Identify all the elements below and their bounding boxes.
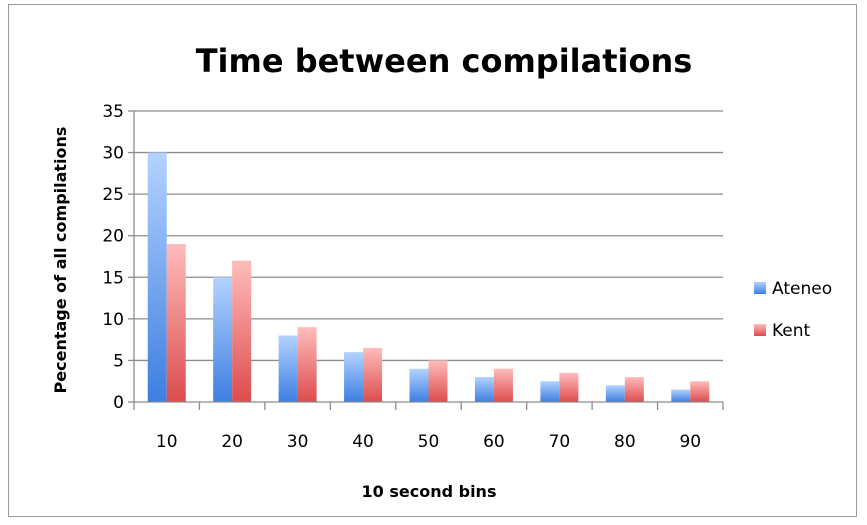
x-axis-title: 10 second bins: [362, 482, 497, 501]
y-tick-labels: 0 5 10 15 20 25 30 35: [102, 102, 124, 413]
y-tick-label: 20: [102, 227, 124, 247]
x-tick-label: 20: [221, 432, 243, 452]
y-tick-label: 10: [102, 310, 124, 330]
x-tick-labels: 10 20 30 40 50 60 70 80 90: [156, 432, 701, 452]
x-tick-label: 80: [614, 432, 636, 452]
bar-kent-30: [297, 327, 317, 402]
x-tick-label: 90: [679, 432, 701, 452]
legend: Ateneo Kent: [754, 279, 832, 341]
bar-kent-90: [690, 381, 710, 402]
legend-label-kent: Kent: [772, 321, 811, 341]
bars: [147, 152, 710, 402]
chart-title: Time between compilations: [196, 42, 693, 80]
y-tick-label: 15: [102, 268, 124, 288]
bar-kent-60: [493, 368, 513, 402]
bar-ateneo-60: [474, 377, 494, 402]
x-tick-label: 60: [483, 432, 505, 452]
axes: [128, 110, 724, 410]
bar-kent-80: [624, 377, 644, 402]
bar-ateneo-20: [213, 277, 233, 402]
bar-kent-40: [363, 347, 383, 402]
bar-ateneo-50: [409, 368, 429, 402]
legend-swatch-ateneo: [754, 282, 766, 294]
y-tick-label: 30: [102, 144, 124, 164]
y-axis-title: Pecentage of all compilations: [51, 127, 70, 394]
x-tick-label: 70: [549, 432, 571, 452]
bar-ateneo-70: [540, 381, 560, 402]
bar-kent-50: [428, 360, 448, 402]
legend-label-ateneo: Ateneo: [772, 279, 832, 299]
x-tick-label: 40: [352, 432, 374, 452]
legend-swatch-kent: [754, 324, 766, 336]
bar-kent-10: [166, 244, 186, 402]
bar-ateneo-30: [278, 335, 298, 402]
y-tick-label: 5: [113, 351, 124, 371]
x-tick-label: 10: [156, 432, 178, 452]
x-tick-label: 50: [418, 432, 440, 452]
bar-kent-20: [232, 260, 252, 402]
bar-ateneo-10: [147, 152, 167, 402]
y-tick-label: 25: [102, 185, 124, 205]
bar-ateneo-80: [605, 385, 625, 402]
bar-ateneo-40: [344, 352, 364, 402]
x-tick-label: 30: [287, 432, 309, 452]
bar-ateneo-90: [671, 389, 691, 402]
y-tick-label: 35: [102, 102, 124, 122]
y-tick-label: 0: [113, 393, 124, 413]
bar-kent-70: [559, 372, 579, 402]
